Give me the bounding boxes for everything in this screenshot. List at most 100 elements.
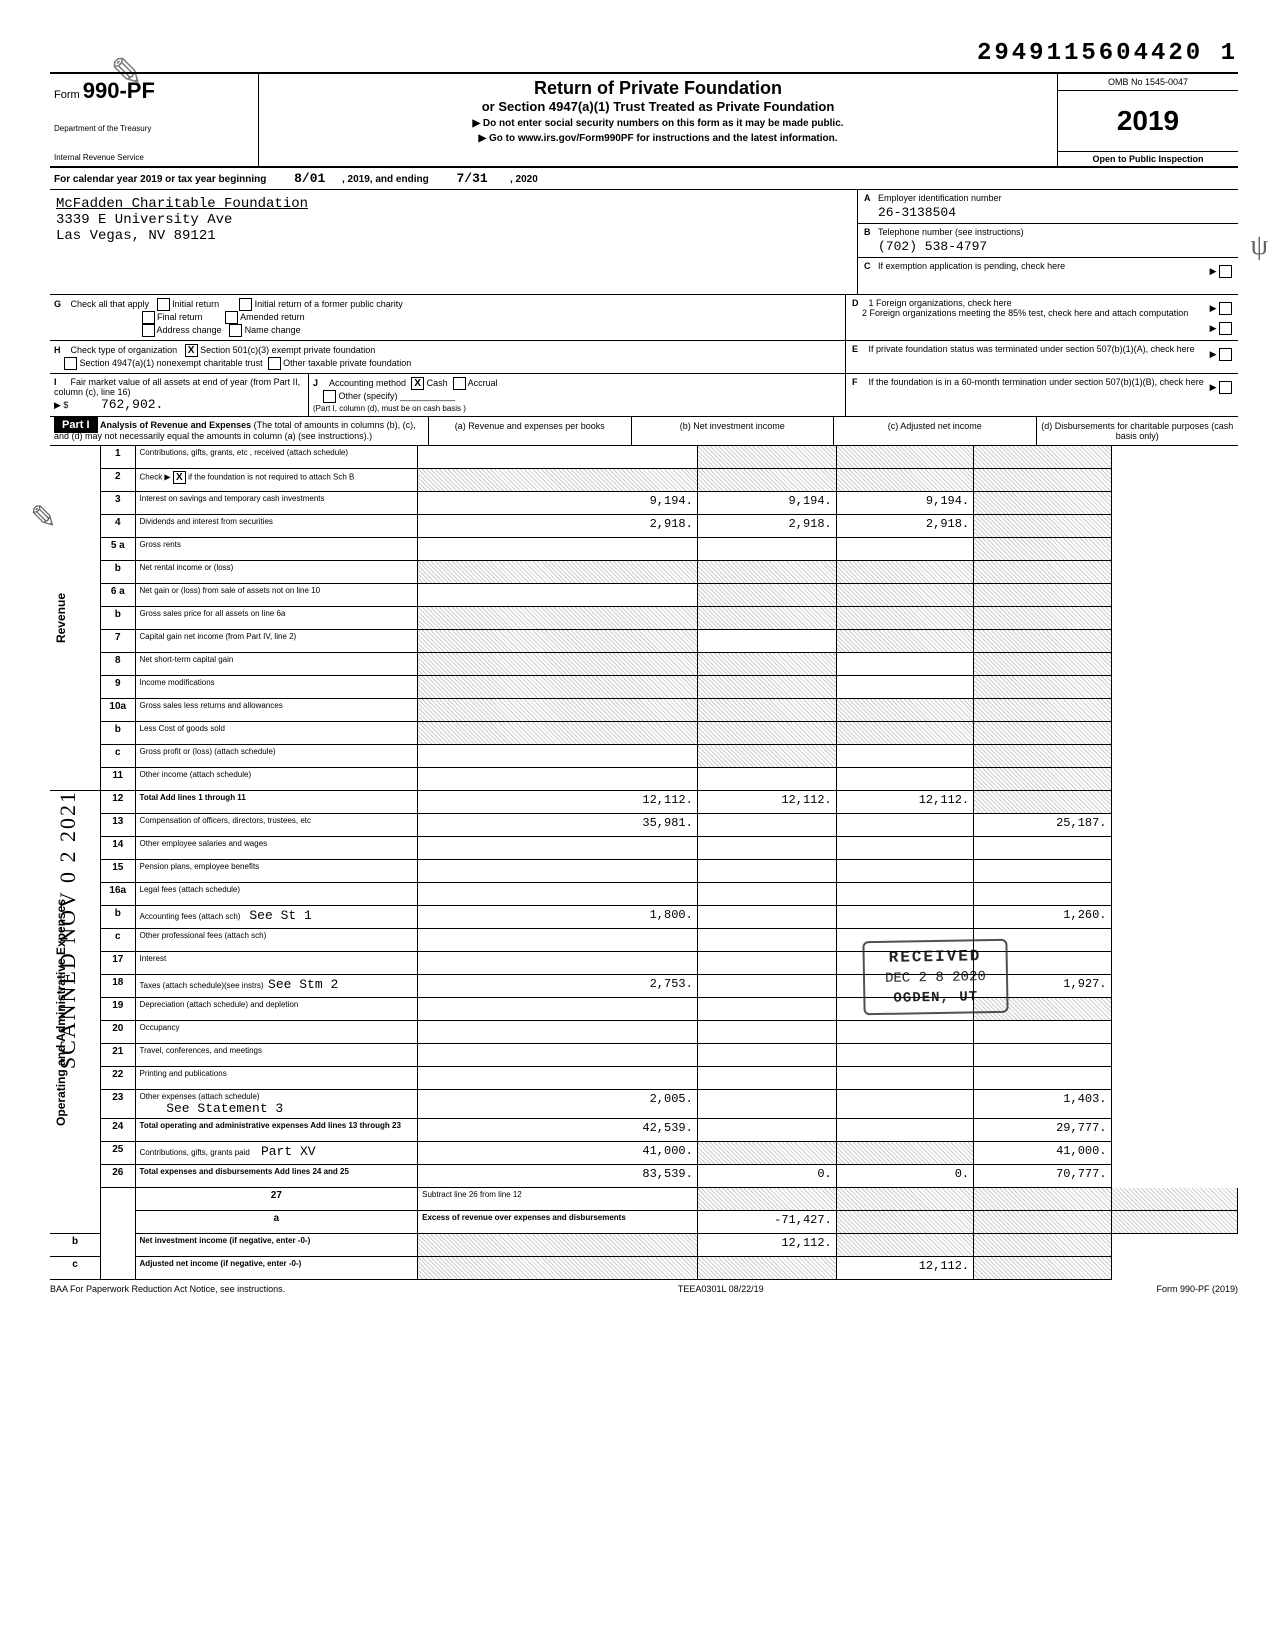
l12-b: 12,112. — [697, 791, 836, 814]
l16b-d: 1,260. — [974, 906, 1111, 929]
l12-c: 12,112. — [836, 791, 973, 814]
l13-a: 35,981. — [418, 814, 698, 837]
dln: 2949115604420 1 — [50, 40, 1238, 67]
l27-desc: Subtract line 26 from line 12 — [418, 1188, 698, 1211]
l19-desc: Depreciation (attach schedule) and deple… — [135, 998, 418, 1021]
l24-d: 29,777. — [974, 1119, 1111, 1142]
box-a-label: A — [864, 193, 878, 220]
l23-a: 2,005. — [418, 1090, 698, 1119]
l27b-b: 12,112. — [697, 1234, 836, 1257]
box-c-check[interactable] — [1219, 265, 1232, 278]
form-header: ✎ Form 990-PF Department of the Treasury… — [50, 72, 1238, 168]
i-desc: Fair market value of all assets at end o… — [54, 377, 300, 397]
l11-desc: Other income (attach schedule) — [135, 768, 418, 791]
l16b-ref: See St 1 — [249, 908, 311, 923]
l13-d: 25,187. — [974, 814, 1111, 837]
l9-desc: Income modifications — [135, 676, 418, 699]
l8-desc: Net short-term capital gain — [135, 653, 418, 676]
j-opt1: Cash — [427, 378, 448, 388]
part1-heading: Analysis of Revenue and Expenses — [100, 420, 251, 430]
l23-desc: Other expenses (attach schedule) — [140, 1092, 260, 1101]
e-desc: If private foundation status was termina… — [869, 344, 1195, 354]
arrow-icon: ▶ — [1210, 349, 1217, 360]
box-a-value: 26-3138504 — [878, 205, 1232, 220]
identity-block: McFadden Charitable Foundation 3339 E Un… — [50, 190, 1238, 295]
l23-d: 1,403. — [974, 1090, 1111, 1119]
open-inspection: Open to Public Inspection — [1058, 151, 1238, 166]
h-other-check[interactable] — [268, 357, 281, 370]
l25-d: 41,000. — [974, 1142, 1111, 1165]
l27b-desc: Net investment income (if negative, ente… — [135, 1234, 418, 1257]
l4-desc: Dividends and interest from securities — [135, 515, 418, 538]
received-line3: OGDEN, UT — [885, 989, 986, 1007]
col-b-head: (b) Net investment income — [632, 417, 835, 445]
col-d-head: (d) Disbursements for charitable purpose… — [1037, 417, 1239, 445]
cal-begin: 8/01 — [294, 171, 325, 186]
part1-header: Part I Analysis of Revenue and Expenses … — [50, 417, 1238, 446]
l4-a: 2,918. — [418, 515, 698, 538]
box-b-label: B — [864, 227, 878, 254]
l16b-desc: Accounting fees (attach sch) — [140, 912, 241, 921]
cal-label: For calendar year 2019 or tax year begin… — [54, 174, 266, 185]
title-note1: ▶ Do not enter social security numbers o… — [269, 118, 1047, 129]
j-cash-check[interactable]: X — [411, 377, 424, 390]
initials-mark: ✎ — [30, 498, 57, 536]
g-final-check[interactable] — [142, 311, 155, 324]
g-initial-former-check[interactable] — [239, 298, 252, 311]
dept-irs: Internal Revenue Service — [54, 153, 254, 162]
i-label: I — [54, 377, 68, 387]
l10a-desc: Gross sales less returns and allowances — [135, 699, 418, 722]
f-check[interactable] — [1219, 381, 1232, 394]
g-name-check[interactable] — [229, 324, 242, 337]
j-desc: Accounting method — [329, 378, 406, 388]
d1-check[interactable] — [1219, 302, 1232, 315]
l12-a: 12,112. — [418, 791, 698, 814]
received-stamp: RECEIVED DEC 2 8 2020 OGDEN, UT — [863, 939, 1009, 1016]
j-label: J — [313, 378, 327, 388]
g-initial-check[interactable] — [157, 298, 170, 311]
l24-desc: Total operating and administrative expen… — [135, 1119, 418, 1142]
l2-check[interactable]: X — [173, 471, 186, 484]
g-opt1: Initial return — [172, 299, 219, 309]
l21-desc: Travel, conferences, and meetings — [135, 1044, 418, 1067]
l16c-desc: Other professional fees (attach sch) — [135, 929, 418, 952]
f-desc: If the foundation is in a 60-month termi… — [869, 377, 1204, 387]
part1-table: Revenue 1Contributions, gifts, grants, e… — [50, 446, 1238, 1280]
l12-desc: Total Add lines 1 through 11 — [135, 791, 418, 814]
footer-mid: TEEA0301L 08/22/19 — [678, 1284, 764, 1294]
l1-desc: Contributions, gifts, grants, etc , rece… — [135, 446, 418, 469]
l25-ref: Part XV — [261, 1144, 316, 1159]
l16a-desc: Legal fees (attach schedule) — [135, 883, 418, 906]
j-accrual-check[interactable] — [453, 377, 466, 390]
footer-left: BAA For Paperwork Reduction Act Notice, … — [50, 1284, 285, 1294]
l6b-desc: Gross sales price for all assets on line… — [135, 607, 418, 630]
l20-desc: Occupancy — [135, 1021, 418, 1044]
l23-ref: See Statement 3 — [166, 1101, 283, 1116]
l5a-desc: Gross rents — [135, 538, 418, 561]
box-c-desc: If exemption application is pending, che… — [878, 261, 1065, 271]
box-b-value: (702) 538-4797 — [878, 239, 1232, 254]
i-value: 762,902. — [101, 397, 163, 412]
l3-c: 9,194. — [836, 492, 973, 515]
g-address-check[interactable] — [142, 324, 155, 337]
arrow-icon: ▶ — [1210, 266, 1217, 277]
l18-desc: Taxes (attach schedule)(see instrs) — [140, 981, 264, 990]
form-prefix: Form — [54, 89, 80, 101]
l4-c: 2,918. — [836, 515, 973, 538]
l26-a: 83,539. — [418, 1165, 698, 1188]
h-4947-check[interactable] — [64, 357, 77, 370]
l22-desc: Printing and publications — [135, 1067, 418, 1090]
d2-check[interactable] — [1219, 322, 1232, 335]
j-other-check[interactable] — [323, 390, 336, 403]
g-desc: Check all that apply — [71, 299, 150, 309]
g-amended-check[interactable] — [225, 311, 238, 324]
l25-desc: Contributions, gifts, grants paid — [140, 1148, 250, 1157]
l5b-desc: Net rental income or (loss) — [135, 561, 418, 584]
cal-end-y: , 2020 — [510, 174, 538, 185]
h-501c3-check[interactable]: X — [185, 344, 198, 357]
l10b-desc: Less Cost of goods sold — [135, 722, 418, 745]
g-opt5: Amended return — [240, 312, 305, 322]
e-check[interactable] — [1219, 348, 1232, 361]
footer-right: Form 990-PF (2019) — [1156, 1284, 1238, 1294]
l14-desc: Other employee salaries and wages — [135, 837, 418, 860]
